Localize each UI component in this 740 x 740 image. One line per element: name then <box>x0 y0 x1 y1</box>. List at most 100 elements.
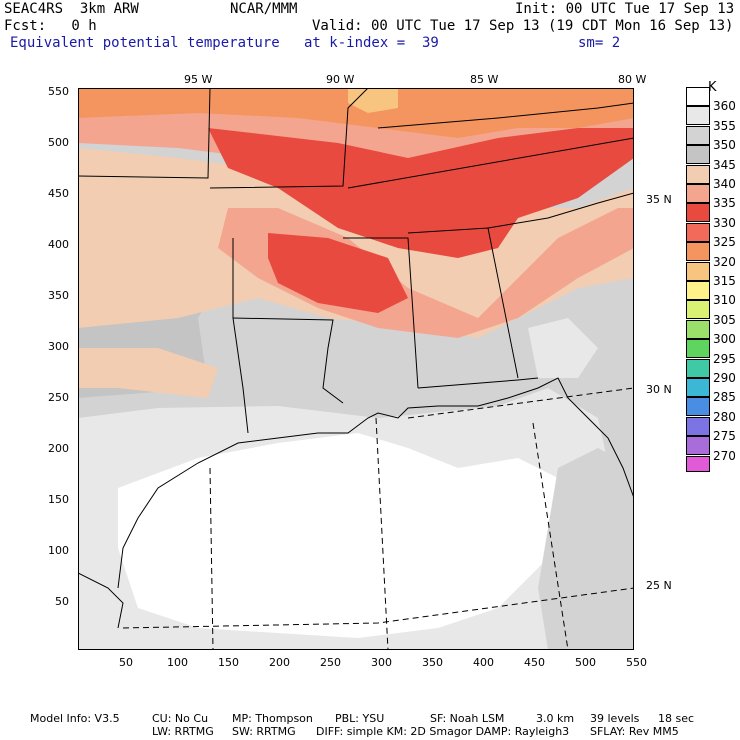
legend-swatch-345 <box>686 145 710 165</box>
theta-e-315-patch <box>348 88 398 113</box>
lon-line-90w <box>375 417 389 650</box>
footer-timestep: 18 sec <box>658 712 695 725</box>
legend-swatch-300 <box>686 319 710 339</box>
x-tick-label: 200 <box>269 656 290 669</box>
legend-swatch-330 <box>686 203 710 223</box>
forecast-hour: Fcst: 0 h <box>4 18 97 34</box>
legend-swatch-295 <box>686 339 710 359</box>
lat-line-25n <box>122 587 634 629</box>
legend-label-290: 290 <box>713 371 736 385</box>
legend-label-325: 325 <box>713 235 736 250</box>
center-title: NCAR/MMM <box>230 1 298 17</box>
state-border-tx-la <box>232 238 249 434</box>
state-border-ga-sc <box>487 192 634 229</box>
legend-swatch-340 <box>686 164 710 184</box>
state-border-tx-ok <box>78 88 211 179</box>
field-name: Equivalent potential temperature <box>10 35 280 51</box>
init-time: Init: 00 UTC Tue 17 Sep 13 <box>515 1 735 17</box>
light-patch-east <box>528 318 598 378</box>
theta-e-330-south <box>268 233 408 313</box>
map-border <box>78 88 634 650</box>
legend-label-305: 305 <box>713 312 736 327</box>
legend-swatch-270 <box>686 436 710 456</box>
x-tick-label: 350 <box>422 656 443 669</box>
y-tick-label: 550 <box>48 85 69 98</box>
y-tick-label: 200 <box>48 442 69 455</box>
theta-e-340-band <box>78 148 634 338</box>
legend-label-330: 330 <box>713 215 736 230</box>
legend-label-340: 340 <box>713 177 736 191</box>
footer-cu: CU: No Cu <box>152 712 209 725</box>
footer-sf: SF: Noah LSM <box>430 712 505 725</box>
legend-swatch-325 <box>686 222 710 242</box>
gulf-gray-east <box>538 448 634 650</box>
y-tick-label: 350 <box>48 289 69 302</box>
y-tick-label: 50 <box>55 595 69 608</box>
legend-swatch-290 <box>686 358 710 378</box>
lon-label-85w: 85 W <box>470 73 499 86</box>
x-tick-label: 150 <box>218 656 239 669</box>
legend-label-350: 350 <box>713 138 736 153</box>
footer-sw: SW: RRTMG <box>232 725 296 738</box>
x-tick-label: 50 <box>119 656 133 669</box>
x-tick-label: 500 <box>575 656 596 669</box>
lon-label-80w: 80 W <box>618 73 647 86</box>
theta-e-330-core <box>208 128 634 258</box>
y-tick-label: 150 <box>48 493 69 506</box>
footer-lw: LW: RRTMG <box>152 725 214 738</box>
country-border-mexico <box>78 572 124 629</box>
legend-unit: K <box>708 80 717 95</box>
map-panel <box>78 88 634 650</box>
legend-swatch-315 <box>686 261 710 281</box>
legend-swatch-285 <box>686 378 710 397</box>
legend-swatch-350 <box>686 125 710 145</box>
theta-e-325-band <box>78 88 634 138</box>
x-tick-label: 250 <box>320 656 341 669</box>
state-border-ok-ar <box>209 88 369 189</box>
y-tick-label: 400 <box>48 238 69 251</box>
legend-swatch-275 <box>686 416 710 436</box>
footer-sflay: SFLAY: Rev MM5 <box>590 725 679 738</box>
legend-label-285: 285 <box>713 390 736 405</box>
legend-swatch-below-270 <box>686 455 710 472</box>
x-tick-label: 400 <box>473 656 494 669</box>
x-tick-label: 450 <box>524 656 545 669</box>
y-tick-label: 100 <box>48 544 69 557</box>
legend-label-310: 310 <box>713 293 736 308</box>
legend-label-360: 360 <box>713 99 736 114</box>
footer-model-info: Model Info: V3.5 <box>30 712 120 725</box>
footer-diff: DIFF: simple KM: 2D Smagor DAMP: Rayleig… <box>316 725 570 738</box>
y-tick-label: 300 <box>48 340 69 353</box>
legend-label-355: 355 <box>713 118 736 133</box>
state-border-ms <box>343 237 419 389</box>
legend-label-270: 270 <box>713 448 736 463</box>
lat-label-25n: 25 N <box>646 579 672 592</box>
state-border-tn <box>347 137 634 189</box>
legend-label-345: 345 <box>713 157 736 172</box>
legend-label-295: 295 <box>713 351 736 366</box>
legend-swatch-335 <box>686 184 710 203</box>
k-index-level: at k-index = 39 <box>304 35 439 51</box>
y-tick-label: 450 <box>48 187 69 200</box>
lat-label-35n: 35 N <box>646 193 672 206</box>
gulf-white-region <box>118 433 558 638</box>
model-title: SEAC4RS 3km ARW <box>4 1 139 17</box>
legend-swatch-305 <box>686 300 710 320</box>
state-border-ky-va <box>377 102 634 129</box>
legend-swatch-310 <box>686 281 710 300</box>
legend-label-335: 335 <box>713 196 736 211</box>
legend-swatch-280 <box>686 397 710 417</box>
state-border-ar-la <box>232 317 344 404</box>
legend-swatch-355 <box>686 106 710 126</box>
gulf-coastline <box>117 377 634 589</box>
legend-swatch-360 <box>686 87 710 106</box>
footer-resolution: 3.0 km <box>536 712 575 725</box>
lat-label-30n: 30 N <box>646 383 672 396</box>
y-tick-label: 500 <box>48 136 69 149</box>
lon-label-90w: 90 W <box>326 73 355 86</box>
lon-label-95w: 95 W <box>184 73 213 86</box>
valid-time: Valid: 00 UTC Tue 17 Sep 13 (19 CDT Mon … <box>312 18 734 34</box>
legend-label-320: 320 <box>713 254 736 269</box>
lat-line-30n <box>407 387 634 419</box>
